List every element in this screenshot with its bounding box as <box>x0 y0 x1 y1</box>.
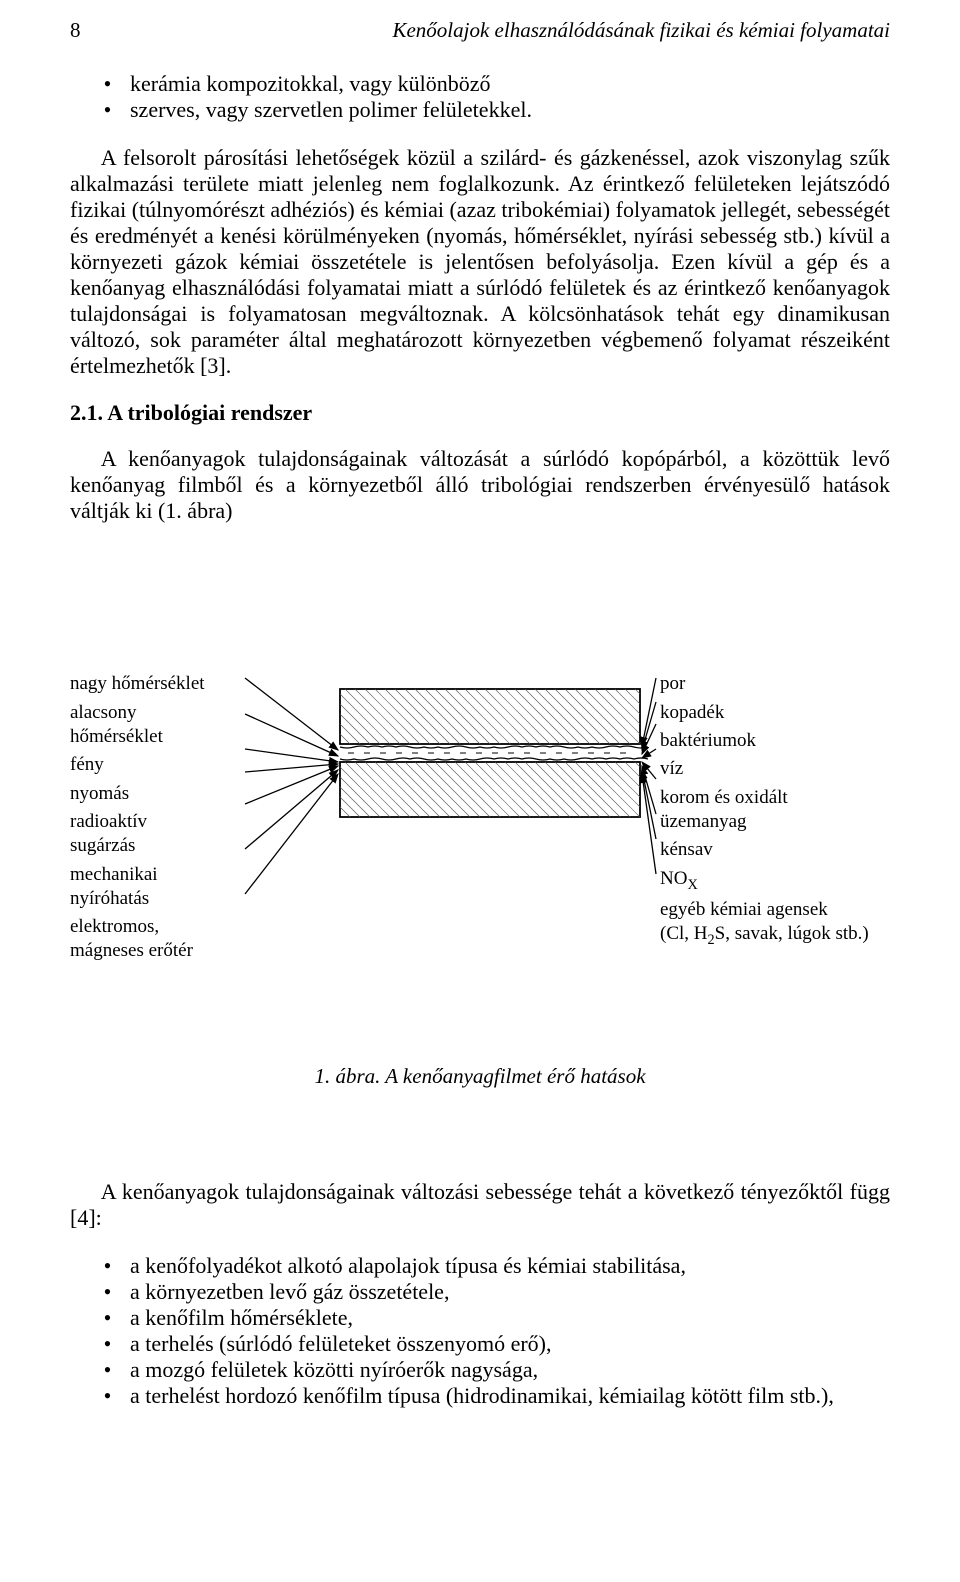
figure-label: radioaktívsugárzás <box>70 810 275 859</box>
list-item: a környezetben levő gáz összetétele, <box>130 1279 890 1305</box>
figure-label: baktériumok <box>660 729 920 753</box>
paragraph-2: A kenőanyagok tulajdonságainak változásá… <box>70 446 890 524</box>
figure-label: kénsav <box>660 838 920 862</box>
list-item: a kenőfolyadékot alkotó alapolajok típus… <box>130 1253 890 1279</box>
figure-right-labels: por kopadék baktériumok víz korom és oxidált… <box>660 672 920 953</box>
figure-1: nagy hőmérséklet alacsonyhőmérséklet fény n… <box>70 664 890 1089</box>
list-item: a terhelést hordozó kenőfilm típusa (hid… <box>130 1383 890 1409</box>
list-item: a kenőfilm hőmérséklete, <box>130 1305 890 1331</box>
running-head: 8 Kenőolajok elhasználódásának fizikai é… <box>70 18 890 43</box>
figure-label: nyomás <box>70 782 275 806</box>
figure-label: korom és oxidáltüzemanyag <box>660 786 920 835</box>
section-heading: 2.1. A tribológiai rendszer <box>70 400 890 426</box>
figure-caption: 1. ábra. A kenőanyagfilmet érő hatások <box>70 1064 890 1089</box>
figure-label: egyéb kémiai agensek(Cl, H2S, savak, lúg… <box>660 898 920 949</box>
page-number: 8 <box>70 18 81 43</box>
figure-label: mechanikainyíróhatás <box>70 863 275 912</box>
figure-body: nagy hőmérséklet alacsonyhőmérséklet fény n… <box>70 664 890 924</box>
list-item: kerámia kompozitokkal, vagy különböző <box>130 71 890 97</box>
page: 8 Kenőolajok elhasználódásának fizikai é… <box>0 0 960 1582</box>
figure-label: fény <box>70 753 275 777</box>
intro-bullet-list: kerámia kompozitokkal, vagy különböző sz… <box>70 71 890 123</box>
figure-label: elektromos,mágneses erőtér <box>70 915 275 964</box>
list-item: a terhelés (súrlódó felületeket összenyo… <box>130 1331 890 1357</box>
figure-label: nagy hőmérséklet <box>70 672 275 696</box>
figure-label: víz <box>660 757 920 781</box>
figure-label: NOX <box>660 867 920 894</box>
figure-left-labels: nagy hőmérséklet alacsonyhőmérséklet fény n… <box>70 672 275 967</box>
list-item: szerves, vagy szervetlen polimer felület… <box>130 97 890 123</box>
paragraph-3: A kenőanyagok tulajdonságainak változási… <box>70 1179 890 1231</box>
running-title: Kenőolajok elhasználódásának fizikai és … <box>392 18 890 43</box>
factors-bullet-list: a kenőfolyadékot alkotó alapolajok típus… <box>70 1253 890 1409</box>
figure-label: alacsonyhőmérséklet <box>70 701 275 750</box>
list-item: a mozgó felületek közötti nyíróerők nagy… <box>130 1357 890 1383</box>
paragraph-1: A felsorolt párosítási lehetőségek közül… <box>70 145 890 379</box>
figure-label: kopadék <box>660 701 920 725</box>
figure-label: por <box>660 672 920 696</box>
